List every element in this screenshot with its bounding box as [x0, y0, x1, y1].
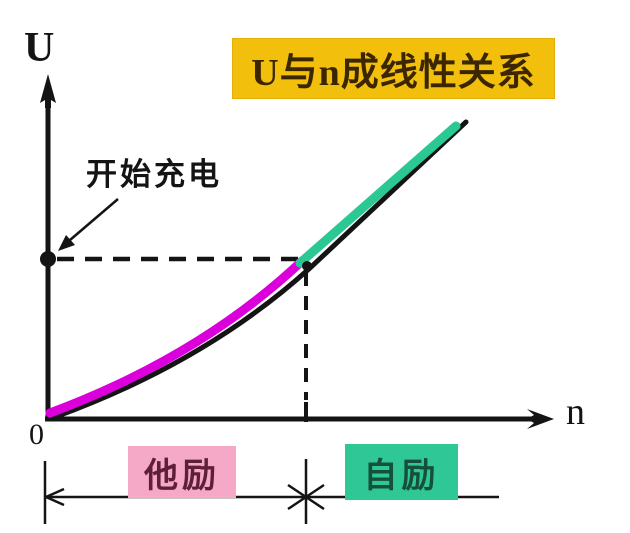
charge-start-point-marker [40, 251, 56, 267]
self-excited-line [295, 121, 461, 268]
title-banner: U与n成线性关系 [232, 38, 555, 99]
x-axis-arrowhead-icon [527, 409, 554, 429]
annotation-arrow-line [62, 198, 119, 247]
separately-excited-curve [45, 256, 307, 418]
region-label-self-excited: 自励 [345, 444, 458, 500]
x-axis-label: n [566, 391, 585, 433]
y-axis-arrowhead-icon [40, 74, 56, 108]
charge-start-annotation: 开始充电 [86, 157, 222, 192]
dimension-left-arrowhead-icon [45, 487, 65, 507]
transition-point-marker [302, 261, 312, 271]
region-label-separately-excited: 他励 [128, 446, 236, 498]
dimension-converging-arrowheads-icon [287, 483, 325, 511]
y-axis-label: U [24, 25, 55, 71]
annotation-arrowhead-icon [58, 235, 75, 251]
origin-label: 0 [29, 418, 44, 451]
underlying-curve [52, 119, 469, 420]
